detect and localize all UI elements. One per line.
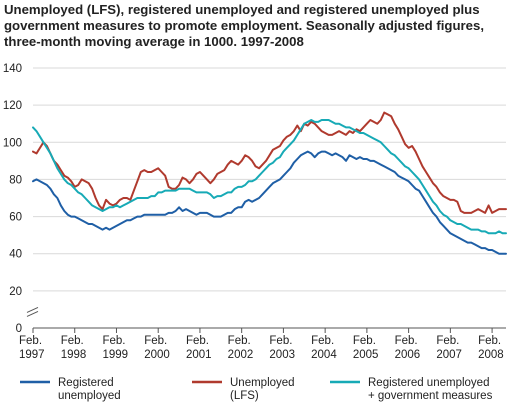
x-tick-label-month-2007: Feb.: [436, 335, 459, 347]
chart-title: Unemployed (LFS), registered unemployed …: [4, 2, 508, 50]
chart-title-line-2: government measures to promote employmen…: [4, 18, 485, 33]
chart-title-line-3: three-month moving average in 1000. 1997…: [4, 34, 304, 49]
y-tick-label-20: 20: [9, 286, 22, 298]
x-tick-label-month-1998: Feb.: [61, 335, 84, 347]
x-tick-label-year-2005: 2005: [353, 349, 379, 361]
x-tick-label-month-2008: Feb.: [478, 335, 501, 347]
x-tick-label-year-2000: 2000: [144, 349, 170, 361]
legend-label-3-line-1: Registered unemployed: [368, 377, 489, 389]
x-tick-label-month-2001: Feb.: [186, 335, 209, 347]
series-line-2: [32, 111, 507, 214]
x-tick-label-month-2005: Feb.: [353, 335, 376, 347]
axis-break-mark-1: [26, 306, 39, 313]
y-tick-label-100: 100: [3, 137, 22, 149]
x-tick-label-month-2003: Feb.: [269, 335, 292, 347]
y-tick-label-80: 80: [9, 174, 22, 186]
y-tick-label-140: 140: [3, 63, 22, 75]
x-tick-label-year-1999: 1999: [102, 349, 128, 361]
x-tick-label-month-2004: Feb.: [311, 335, 334, 347]
x-tick-label-year-2004: 2004: [311, 349, 337, 361]
x-tick-label-month-2006: Feb.: [395, 335, 418, 347]
x-tick-label-year-2006: 2006: [395, 349, 421, 361]
legend-label-1-line-1: Registered: [58, 377, 114, 389]
x-tick-label-month-1997: Feb.: [19, 335, 42, 347]
x-tick-label-month-2002: Feb.: [228, 335, 251, 347]
series-line-3: [32, 119, 507, 235]
x-tick-label-year-2002: 2002: [228, 349, 254, 361]
legend-label-2-line-2: (LFS): [230, 390, 259, 402]
chart-title-line-1: Unemployed (LFS), registered unemployed …: [4, 2, 480, 17]
y-tick-label-60: 60: [9, 212, 22, 224]
legend-label-2-line-1: Unemployed: [230, 377, 295, 389]
x-tick-label-month-2000: Feb.: [144, 335, 167, 347]
legend-label-3-line-2: + government measures: [368, 390, 493, 402]
x-tick-label-year-2008: 2008: [478, 349, 504, 361]
axis-break-mark-2: [26, 310, 39, 317]
y-tick-label-120: 120: [3, 100, 22, 112]
x-tick-label-year-1998: 1998: [61, 349, 87, 361]
y-tick-label-0: 0: [16, 323, 22, 335]
x-tick-label-month-1999: Feb.: [102, 335, 125, 347]
x-tick-label-year-2007: 2007: [436, 349, 462, 361]
legend-label-1-line-2: unemployed: [58, 390, 121, 402]
x-tick-label-year-1997: 1997: [19, 349, 45, 361]
y-tick-label-40: 40: [9, 249, 22, 261]
x-tick-label-year-2001: 2001: [186, 349, 212, 361]
series-line-1: [32, 150, 507, 255]
x-tick-label-year-2003: 2003: [269, 349, 295, 361]
